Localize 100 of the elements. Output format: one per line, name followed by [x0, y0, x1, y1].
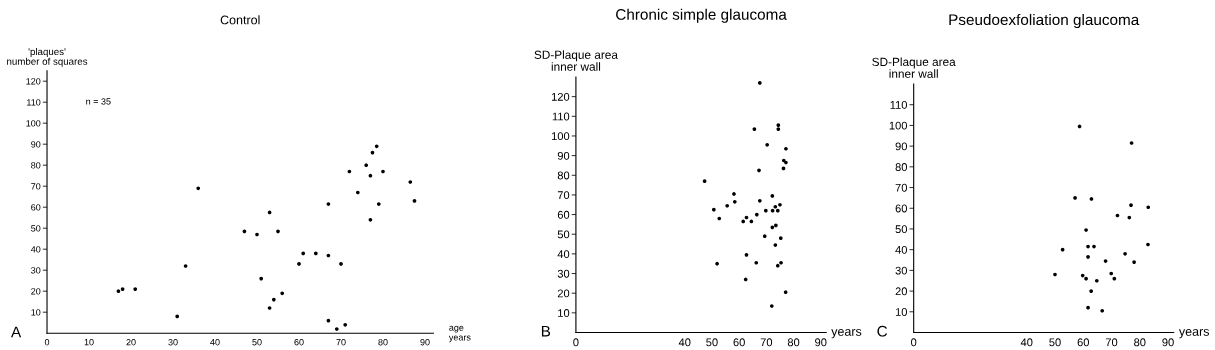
y-tick-label: 90 — [895, 142, 907, 151]
point — [773, 204, 778, 209]
point — [757, 81, 762, 85]
chart-title: Control — [220, 15, 260, 25]
y-tick-label: 50 — [557, 230, 570, 239]
point — [757, 198, 762, 203]
point — [717, 216, 722, 221]
text: C — [877, 325, 888, 337]
point — [778, 236, 783, 240]
y-tick-label: 70 — [557, 191, 570, 200]
y-tick-label: 40 — [895, 245, 907, 254]
y-tick-label: 50 — [31, 225, 41, 232]
point — [1129, 203, 1133, 207]
x-tick-label: 40 — [210, 338, 220, 346]
x-tick-label: 0 — [44, 338, 50, 346]
y-axis-title: 'plaques' number of squares — [7, 47, 88, 67]
y-tick-label: 120 — [26, 78, 41, 85]
point — [775, 208, 780, 213]
x-tick-label: 40 — [1020, 338, 1033, 347]
point — [339, 262, 343, 266]
x-tick-label: 10 — [84, 338, 94, 346]
point — [276, 229, 280, 234]
y-tick-label: 10 — [895, 308, 907, 316]
point — [355, 190, 360, 195]
point — [702, 179, 707, 183]
point — [267, 306, 272, 310]
x-tick-label: 20 — [126, 338, 136, 346]
x-axis-title: years — [1178, 329, 1210, 339]
point — [1086, 305, 1090, 310]
point — [1086, 244, 1090, 249]
x-tick-label: 60 — [1077, 338, 1089, 347]
point — [757, 168, 761, 173]
y-tick-label: 20 — [895, 287, 907, 296]
point — [183, 264, 188, 268]
point — [374, 144, 379, 149]
point — [408, 180, 413, 184]
x-tick-label: 40 — [678, 338, 691, 347]
y-tick-label: 80 — [557, 171, 570, 180]
chart-title: Chronic simple glaucoma — [616, 8, 787, 23]
point — [364, 163, 369, 168]
point — [1053, 272, 1057, 277]
point — [1132, 260, 1136, 264]
x-tick-label: 90 — [1162, 338, 1174, 347]
point — [1080, 273, 1085, 278]
x-axis-title: age years — [448, 325, 471, 343]
y-tick-label: 70 — [895, 183, 907, 192]
point — [1103, 259, 1108, 263]
x-tick-label: 90 — [420, 338, 430, 346]
point — [255, 232, 259, 237]
point — [732, 199, 737, 204]
point — [1123, 251, 1127, 256]
point — [1089, 197, 1094, 201]
y-tick-label: 60 — [31, 204, 41, 211]
y-tick-label: 10 — [558, 309, 570, 317]
point — [754, 260, 759, 265]
x-tick-label: 60 — [733, 338, 745, 347]
point — [778, 202, 782, 207]
annotation: n = 35 — [86, 98, 111, 105]
y-tick-label: 110 — [890, 100, 907, 109]
y-tick-label: 100 — [551, 132, 570, 141]
y-tick-label: 50 — [895, 225, 907, 234]
point — [1094, 278, 1099, 283]
y-tick-label: 80 — [895, 163, 907, 171]
point — [779, 260, 783, 265]
y-axis-title: SD-Plaque area inner wall — [534, 50, 618, 71]
x-tick-label: 60 — [294, 338, 304, 346]
point — [1100, 308, 1105, 313]
point — [297, 262, 301, 266]
x-tick-label: 0 — [573, 338, 579, 347]
point — [120, 287, 125, 291]
y-tick-label: 90 — [557, 151, 570, 160]
point — [1146, 205, 1151, 210]
y-tick-label: 110 — [27, 99, 41, 106]
y-tick-label: 110 — [552, 112, 570, 121]
point — [376, 202, 381, 206]
point — [741, 219, 746, 224]
point — [1129, 141, 1134, 145]
point — [133, 287, 138, 291]
y-tick-label: 20 — [557, 289, 570, 298]
point — [1084, 276, 1088, 281]
y-tick-label: 30 — [31, 267, 41, 274]
point — [769, 304, 774, 308]
point — [1073, 196, 1077, 200]
x-tick-label: 80 — [378, 338, 388, 346]
y-tick-label: 30 — [557, 269, 570, 278]
point — [783, 290, 788, 295]
y-tick-label: 70 — [31, 183, 41, 190]
y-tick-label: 10 — [31, 309, 41, 316]
point — [1109, 271, 1114, 276]
y-tick-label: 20 — [31, 288, 41, 295]
y-axis-title: SD-Plaque area inner wall — [872, 57, 956, 78]
x-tick-label: 70 — [336, 338, 346, 346]
point — [1086, 255, 1090, 259]
y-tick-label: 100 — [889, 121, 907, 130]
point — [1089, 289, 1093, 293]
point — [280, 291, 285, 296]
point — [715, 261, 719, 266]
y-tick-label: 60 — [895, 204, 907, 213]
x-tick-label: 0 — [911, 338, 917, 347]
point — [776, 123, 781, 127]
